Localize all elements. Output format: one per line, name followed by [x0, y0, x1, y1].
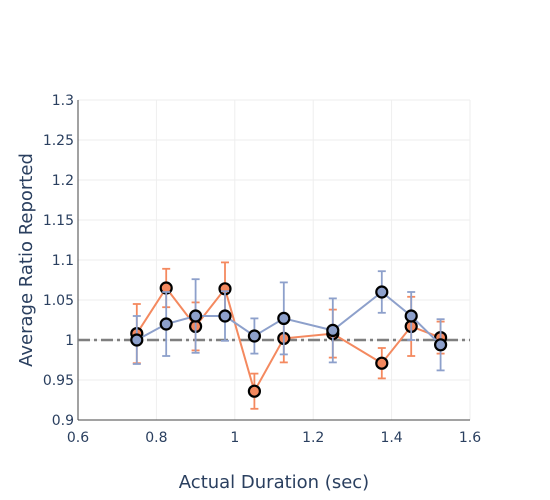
data-point	[326, 323, 340, 337]
data-point	[375, 285, 389, 299]
data-point	[189, 309, 203, 323]
x-tick-label: 0.6	[67, 430, 89, 446]
y-tick-label: 1.05	[43, 293, 74, 309]
x-tick-label: 1.2	[302, 430, 324, 446]
data-point	[247, 384, 261, 398]
series-2	[130, 270, 448, 372]
series-line	[135, 286, 441, 394]
y-tick-label: 1.3	[52, 93, 74, 109]
data-point	[159, 317, 173, 331]
data-point	[375, 356, 389, 370]
series-1	[130, 261, 448, 410]
y-tick-label: 1.2	[52, 173, 74, 189]
y-tick-label: 1.1	[52, 253, 74, 269]
y-tick-label: 1.15	[43, 213, 74, 229]
y-tick-label: 0.95	[43, 373, 74, 389]
x-tick-label: 1.6	[459, 430, 481, 446]
series-line	[136, 290, 442, 346]
y-axis-title: Average Ratio Reported	[16, 153, 37, 367]
x-tick-label: 1	[230, 430, 239, 446]
x-axis-title: Actual Duration (sec)	[179, 472, 369, 493]
y-tick-label: 1.25	[43, 133, 74, 149]
data-point	[277, 311, 291, 325]
axes	[77, 100, 470, 421]
x-tick-label: 1.4	[380, 430, 402, 446]
tick-labels: 0.9 0.95 1 1.05 1.1 1.15 1.2 1.25 1.3 0.6 0.8 1 1.2 1…	[43, 93, 481, 446]
data-point	[130, 333, 144, 347]
data-point	[218, 309, 232, 323]
data-point	[247, 329, 261, 343]
data-point	[434, 338, 448, 352]
y-tick-label: 1	[65, 333, 74, 349]
y-tick-label: 0.9	[52, 413, 74, 429]
x-tick-label: 0.8	[145, 430, 167, 446]
series-layer	[130, 261, 448, 410]
grid	[78, 99, 471, 420]
data-point	[404, 309, 418, 323]
